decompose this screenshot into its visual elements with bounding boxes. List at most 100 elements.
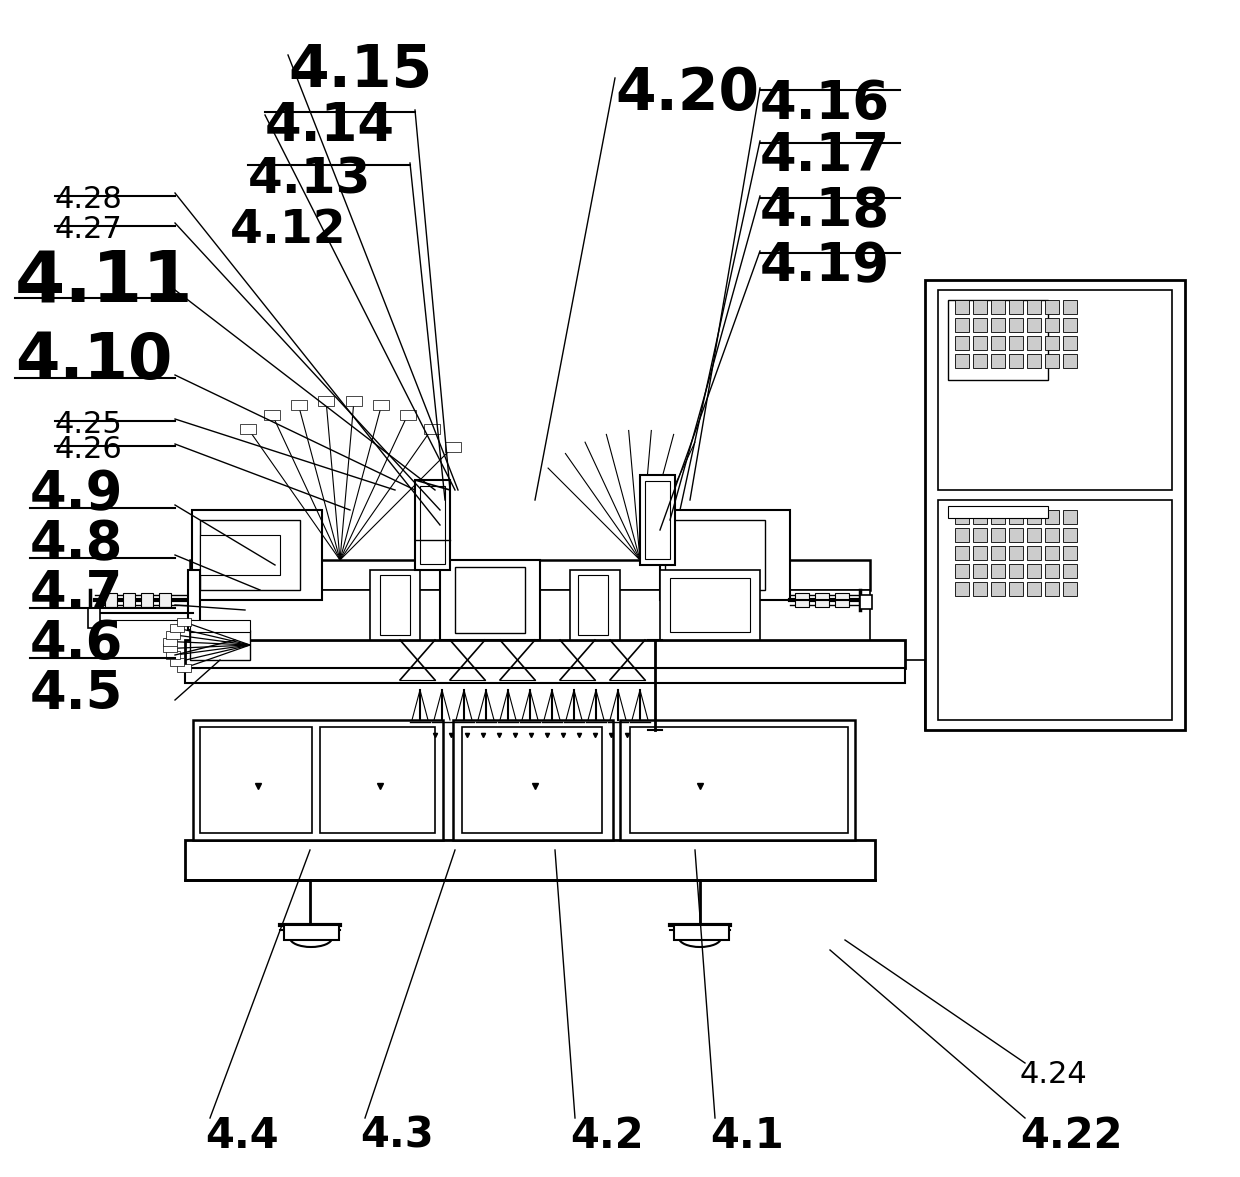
- Text: 4.11: 4.11: [15, 248, 193, 317]
- Bar: [955, 318, 968, 332]
- Bar: [284, 925, 339, 940]
- Bar: [620, 720, 856, 840]
- Bar: [379, 576, 410, 636]
- Text: 4.10: 4.10: [15, 330, 172, 392]
- Bar: [1009, 546, 1023, 560]
- Bar: [190, 620, 250, 632]
- Bar: [200, 727, 312, 833]
- Bar: [973, 510, 987, 524]
- Bar: [1045, 300, 1059, 314]
- Bar: [973, 300, 987, 314]
- Bar: [1063, 528, 1078, 541]
- Bar: [991, 581, 1004, 596]
- Bar: [370, 570, 420, 640]
- Text: 4.16: 4.16: [760, 78, 890, 129]
- Bar: [815, 593, 830, 607]
- Bar: [193, 720, 443, 840]
- Bar: [445, 441, 461, 452]
- Bar: [192, 510, 322, 600]
- Bar: [955, 546, 968, 560]
- Bar: [1009, 581, 1023, 596]
- Bar: [1027, 581, 1042, 596]
- Bar: [1063, 564, 1078, 578]
- Bar: [190, 560, 870, 590]
- Bar: [660, 570, 760, 640]
- Bar: [264, 410, 280, 420]
- Bar: [955, 335, 968, 350]
- Bar: [1063, 335, 1078, 350]
- Bar: [164, 645, 177, 652]
- Bar: [949, 506, 1048, 518]
- Text: 4.13: 4.13: [248, 155, 371, 202]
- Circle shape: [533, 807, 537, 812]
- Bar: [463, 727, 601, 833]
- Bar: [190, 630, 250, 660]
- Bar: [1045, 354, 1059, 368]
- Bar: [177, 664, 191, 672]
- Text: 4.4: 4.4: [205, 1115, 279, 1157]
- Text: 4.27: 4.27: [55, 215, 123, 244]
- Bar: [670, 578, 750, 632]
- Bar: [1009, 300, 1023, 314]
- Bar: [973, 318, 987, 332]
- Bar: [973, 528, 987, 541]
- Bar: [1009, 564, 1023, 578]
- Text: 4.17: 4.17: [760, 129, 890, 182]
- Bar: [1027, 528, 1042, 541]
- Bar: [200, 520, 300, 590]
- Bar: [170, 658, 185, 666]
- Text: 4.18: 4.18: [760, 185, 890, 237]
- Bar: [1063, 318, 1078, 332]
- Bar: [1063, 354, 1078, 368]
- Text: 4.15: 4.15: [288, 42, 433, 99]
- Bar: [675, 925, 729, 940]
- Bar: [955, 528, 968, 541]
- Bar: [164, 638, 177, 645]
- Bar: [991, 300, 1004, 314]
- Bar: [1009, 354, 1023, 368]
- Bar: [1045, 564, 1059, 578]
- Bar: [973, 335, 987, 350]
- Bar: [973, 564, 987, 578]
- Bar: [955, 581, 968, 596]
- Bar: [1063, 546, 1078, 560]
- Text: 4.5: 4.5: [30, 669, 123, 720]
- Text: 4.12: 4.12: [229, 208, 347, 253]
- Bar: [991, 318, 1004, 332]
- Text: 4.24: 4.24: [1021, 1060, 1087, 1089]
- Bar: [1063, 581, 1078, 596]
- Bar: [1045, 581, 1059, 596]
- Bar: [630, 727, 848, 833]
- Bar: [373, 400, 389, 411]
- Bar: [399, 410, 415, 420]
- Bar: [420, 486, 445, 564]
- Bar: [320, 727, 435, 833]
- Bar: [185, 669, 905, 683]
- Bar: [991, 546, 1004, 560]
- Bar: [190, 590, 870, 640]
- Bar: [424, 424, 440, 434]
- Text: 4.1: 4.1: [711, 1115, 784, 1157]
- Bar: [991, 354, 1004, 368]
- Bar: [1063, 300, 1078, 314]
- Bar: [973, 546, 987, 560]
- Bar: [570, 570, 620, 640]
- Bar: [455, 567, 525, 633]
- Bar: [991, 335, 1004, 350]
- Bar: [166, 631, 180, 639]
- Bar: [290, 400, 306, 411]
- Text: 4.19: 4.19: [760, 240, 890, 292]
- Bar: [1009, 335, 1023, 350]
- Bar: [317, 395, 334, 406]
- Text: 4.26: 4.26: [55, 435, 123, 464]
- Bar: [645, 481, 670, 559]
- Bar: [991, 510, 1004, 524]
- Bar: [861, 596, 872, 609]
- Bar: [1027, 354, 1042, 368]
- Bar: [105, 593, 117, 607]
- Bar: [1009, 318, 1023, 332]
- Bar: [1027, 546, 1042, 560]
- Bar: [955, 300, 968, 314]
- Bar: [1045, 510, 1059, 524]
- Bar: [1027, 318, 1042, 332]
